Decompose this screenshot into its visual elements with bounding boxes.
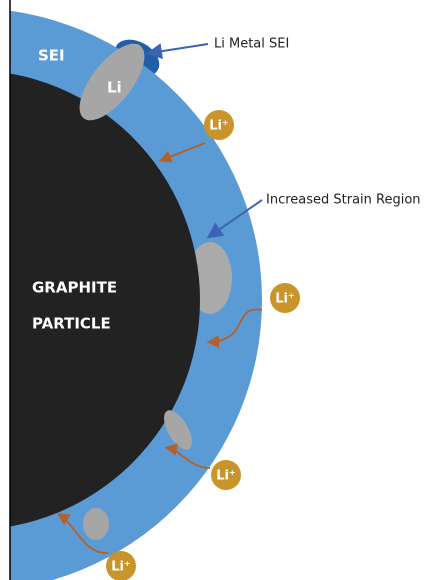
li-deposit-small	[164, 410, 192, 450]
li-label: Li	[107, 79, 122, 97]
ion-badge	[270, 283, 300, 313]
ion-arrow	[57, 512, 109, 554]
ion-label: Li⁺	[111, 560, 131, 575]
sei-label: SEI	[38, 47, 65, 65]
graphite-particle	[10, 73, 200, 527]
graphite-label: GRAPHITE	[32, 279, 117, 297]
ion-badge	[211, 460, 241, 490]
particle-label: PARTICLE	[32, 315, 111, 333]
ion-arrow	[164, 443, 211, 469]
ion-arrow	[158, 142, 206, 163]
ion-label: Li⁺	[216, 469, 236, 484]
arrow	[206, 199, 263, 239]
ion-label: Li⁺	[209, 119, 229, 134]
ion-badge	[106, 551, 136, 580]
li-deposit-small	[83, 508, 109, 540]
ion-badge	[204, 110, 234, 140]
li-metal-sei-label: Li Metal SEI	[214, 37, 289, 52]
li-deposit	[79, 43, 145, 121]
strain-label: Increased Strain Region	[266, 193, 421, 208]
arrow	[146, 43, 209, 60]
ion-label: Li⁺	[275, 292, 295, 307]
ion-arrow	[206, 308, 263, 348]
